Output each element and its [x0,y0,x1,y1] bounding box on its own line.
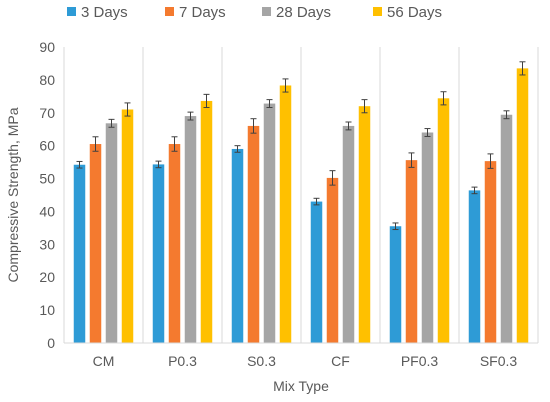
y-axis-title: Compressive Strength, MPa [5,107,21,282]
bar [89,144,102,343]
x-tick-labels: CM P0.3 S0.3 CF PF0.3 SF0.3 [93,353,518,369]
y-tick-label: 90 [39,39,55,55]
bar [184,116,197,343]
legend-item: 56 Days [373,4,442,21]
bar [105,123,118,344]
y-tick-label: 80 [39,72,55,88]
legend-item: 28 Days [262,4,331,21]
legend-swatch [373,7,382,16]
x-tick-label: SF0.3 [480,353,518,369]
legend-swatch [165,7,174,16]
bar [279,85,292,343]
bar [326,177,339,343]
bar [168,144,181,343]
y-tick-label: 50 [39,171,55,187]
bar [421,132,434,343]
y-tick-label: 70 [39,105,55,121]
bar [389,226,402,343]
y-tick-label: 10 [39,302,55,318]
y-tick-label: 20 [39,269,55,285]
error-bars [76,61,526,231]
x-tick-label: S0.3 [247,353,276,369]
y-tick-label: 40 [39,203,55,219]
bar [263,103,276,344]
bar [310,201,323,343]
legend-label: 7 Days [179,4,226,21]
x-tick-label: P0.3 [168,353,197,369]
bar [405,160,418,343]
bar [358,106,371,343]
x-tick-label: CF [331,353,350,369]
y-tick-label: 30 [39,236,55,252]
x-axis-title: Mix Type [273,378,329,394]
legend-item: 3 Days [67,4,128,21]
legend-item: 7 Days [165,4,226,21]
bar [231,148,244,343]
bar [468,190,481,343]
bar [73,164,86,343]
bar [200,100,213,343]
bar [247,125,260,343]
bar [121,109,134,343]
bar [437,98,450,343]
bar [500,114,513,343]
legend: 3 Days 7 Days 28 Days 56 Days [67,4,442,21]
category-separators [63,47,539,343]
legend-swatch [67,7,76,16]
bar [152,164,165,343]
legend-label: 56 Days [387,4,442,21]
legend-swatch [262,7,271,16]
bar [516,68,529,343]
y-tick-labels: 0 10 20 30 40 50 60 70 80 90 [39,39,55,351]
y-tick-label: 0 [47,335,55,351]
legend-label: 3 Days [81,4,128,21]
x-tick-label: PF0.3 [401,353,439,369]
y-tick-label: 60 [39,138,55,154]
bar [342,125,355,343]
bar [484,161,497,343]
legend-label: 28 Days [276,4,331,21]
x-tick-label: CM [93,353,115,369]
bars [73,68,529,344]
